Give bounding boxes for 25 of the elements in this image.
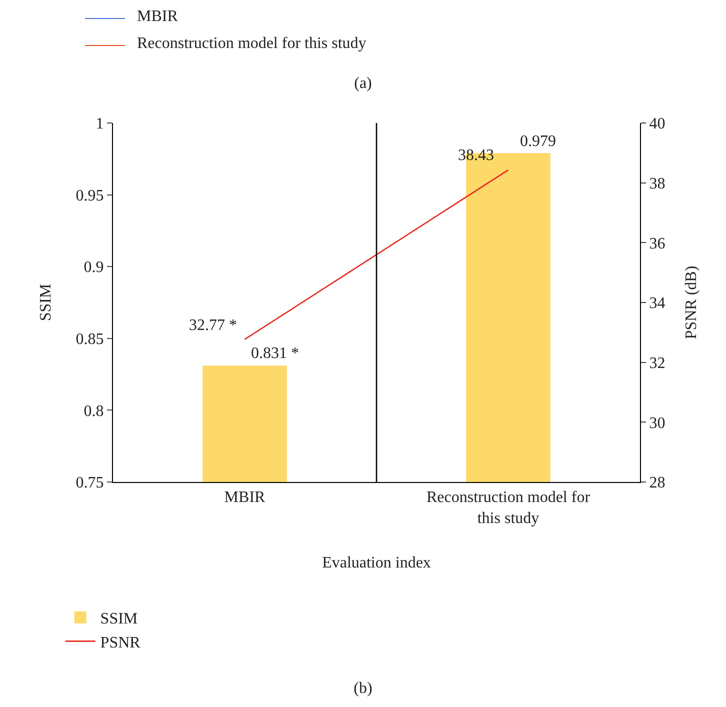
y-axis-title: SSIM bbox=[38, 284, 55, 322]
text: MBIR bbox=[137, 8, 178, 26]
y2-tick-label: 38 bbox=[649, 175, 666, 192]
y2-tick-label: 28 bbox=[649, 474, 666, 492]
y2-tick-label: 36 bbox=[649, 235, 666, 252]
y-tick-label: 1 bbox=[96, 116, 104, 133]
y2-tick-label: 40 bbox=[649, 116, 666, 133]
legend-label: PSNR bbox=[100, 634, 141, 652]
y-tick-label: 0.8 bbox=[84, 402, 104, 420]
y-tick-label: 0.95 bbox=[76, 187, 104, 204]
y2-axis-title: PSNR (dB) bbox=[682, 266, 700, 340]
data-label: 0.831 * bbox=[251, 345, 299, 362]
x-axis-title: Evaluation index bbox=[322, 554, 431, 572]
data-label: 32.77 * bbox=[189, 317, 237, 334]
y2-tick-label: 30 bbox=[649, 414, 666, 432]
data-label: 0.979 bbox=[520, 133, 556, 150]
legend-label: SSIM bbox=[100, 610, 138, 628]
y-tick-label: 0.85 bbox=[76, 331, 104, 348]
y2-tick-label: 32 bbox=[649, 354, 666, 372]
text: (a) bbox=[354, 75, 372, 93]
text: (b) bbox=[354, 680, 372, 698]
y-tick-label: 0.9 bbox=[84, 259, 104, 276]
text: Reconstruction model for this study bbox=[137, 35, 366, 53]
y2-tick-label: 34 bbox=[649, 295, 666, 312]
y-tick-label: 0.75 bbox=[76, 474, 104, 492]
